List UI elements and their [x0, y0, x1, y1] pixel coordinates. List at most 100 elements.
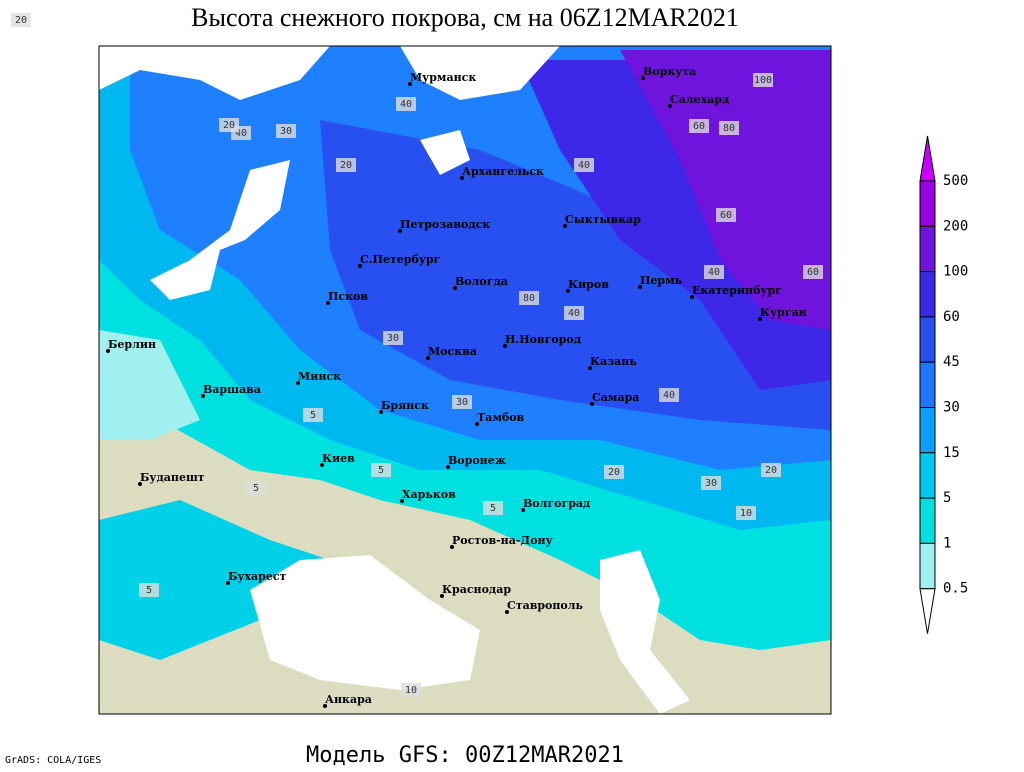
contour-label-box — [303, 408, 323, 422]
colorbar-label: 1 — [943, 535, 951, 551]
contour-label-box — [564, 306, 584, 320]
contour-label: 20 — [223, 120, 235, 131]
colorbar-swatch — [919, 407, 936, 454]
contour-label: 30 — [456, 397, 468, 408]
city-dot — [358, 264, 362, 268]
city-label: С.Петербург — [360, 253, 441, 266]
colorbar-label: 0.5 — [943, 581, 968, 597]
contour-label-box — [396, 97, 416, 111]
colorbar-label: 45 — [943, 354, 960, 370]
city-dot — [400, 499, 404, 503]
city-dot — [226, 581, 230, 585]
contour-label: 40 — [400, 99, 412, 110]
city-label: Киров — [568, 278, 609, 291]
city-dot — [398, 229, 402, 233]
city-dot — [690, 295, 694, 299]
map — [99, 46, 831, 714]
contour-label-box — [483, 501, 503, 515]
contour-label: 40 — [708, 267, 720, 278]
city-label: Казань — [590, 355, 637, 368]
city-dot — [758, 317, 762, 321]
contour-label-box — [704, 265, 724, 279]
contour-label-box — [716, 208, 736, 222]
city-label: Москва — [428, 345, 477, 358]
city-dot — [408, 82, 412, 86]
colorbar-label: 200 — [943, 218, 968, 234]
colorbar-label: 500 — [943, 173, 968, 189]
city-label: Вологда — [455, 275, 508, 288]
colorbar-swatch — [919, 452, 936, 499]
city-dot — [326, 301, 330, 305]
contour-label-box — [753, 73, 773, 87]
contour-label-box — [11, 13, 31, 27]
city-label: Архангельск — [462, 165, 544, 178]
contour-label: 80 — [523, 293, 535, 304]
contour-label-box — [761, 463, 781, 477]
city-dot — [590, 402, 594, 406]
snow-trace — [99, 330, 200, 440]
contour-label: 40 — [663, 390, 675, 401]
contour-label: 10 — [740, 508, 752, 519]
contour-label-box — [604, 465, 624, 479]
contour-label-box — [452, 395, 472, 409]
contour-label: 5 — [378, 465, 384, 476]
contour-label-box — [574, 158, 594, 172]
city-dot — [638, 285, 642, 289]
colorbar-label: 100 — [943, 264, 968, 280]
city-label: Харьков — [402, 488, 456, 501]
contour-label: 5 — [310, 410, 316, 421]
sea — [600, 550, 690, 714]
contour-label-box — [219, 118, 239, 132]
city-label: Воронеж — [448, 454, 506, 467]
contour-label: 30 — [705, 478, 717, 489]
contour-label-box — [719, 121, 739, 135]
contour-label-box — [336, 158, 356, 172]
city-label: Тамбов — [477, 411, 525, 424]
colorbar-label: 30 — [943, 400, 960, 416]
city-dot — [446, 465, 450, 469]
contour-label: 10 — [405, 685, 417, 696]
contour-label-box — [803, 265, 823, 279]
contour-label: 20 — [340, 160, 352, 171]
colorbar-swatch — [919, 316, 936, 363]
contour-label: 5 — [490, 503, 496, 514]
city-dot — [379, 410, 383, 414]
city-label: Самара — [592, 391, 639, 404]
contour-label: 20 — [765, 465, 777, 476]
contour-label: 20 — [608, 467, 620, 478]
sea — [420, 130, 470, 175]
snow-100 — [620, 50, 831, 330]
contour-label: 40 — [578, 160, 590, 171]
contour-label-box — [701, 476, 721, 490]
city-dot — [323, 704, 327, 708]
city-dot — [138, 482, 142, 486]
city-label: Минск — [298, 370, 341, 383]
contour-label: 5 — [253, 483, 259, 494]
snow-thin — [99, 500, 330, 660]
city-label: Мурманск — [410, 71, 476, 84]
sea — [150, 160, 290, 300]
city-dot — [563, 224, 567, 228]
contour-label: 60 — [720, 210, 732, 221]
snow-deeper — [320, 120, 831, 430]
city-label: Краснодар — [442, 583, 511, 596]
city-label: Петрозаводск — [400, 218, 490, 231]
colorbar-cap — [919, 588, 936, 634]
model-label: Модель GFS: 00Z12MAR2021 — [306, 743, 624, 768]
city-label: Екатеринбург — [692, 284, 782, 297]
city-dot — [521, 508, 525, 512]
city-dot — [106, 349, 110, 353]
city-label: Ростов-на-Дону — [452, 534, 553, 547]
contour-label: 60 — [807, 267, 819, 278]
colorbar-label: 15 — [943, 445, 960, 461]
sea — [400, 46, 560, 100]
city-dot — [668, 104, 672, 108]
city-label: Курган — [760, 306, 807, 319]
city-dot — [566, 289, 570, 293]
city-dot — [641, 76, 645, 80]
colorbar-swatch — [919, 271, 936, 318]
city-label: Варшава — [203, 383, 261, 396]
colorbar-swatch — [919, 225, 936, 273]
contour-label-box — [371, 463, 391, 477]
